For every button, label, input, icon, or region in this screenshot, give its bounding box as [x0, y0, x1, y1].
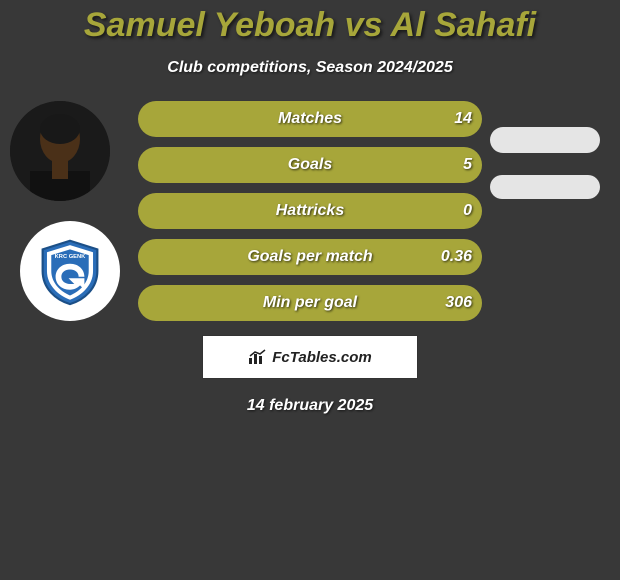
- logo-prefix: Fc: [272, 349, 290, 366]
- stat-label: Goals: [138, 147, 482, 183]
- stat-row-matches: Matches 14: [138, 101, 482, 137]
- player2-pill-1: [490, 127, 600, 153]
- stat-row-min-per-goal: Min per goal 306: [138, 285, 482, 321]
- stat-value-left: 5: [463, 147, 472, 183]
- stat-row-hattricks: Hattricks 0: [138, 193, 482, 229]
- subtitle: Club competitions, Season 2024/2025: [0, 59, 620, 77]
- comparison-area: KRC GENK Matches 14 Goals 5 Hattricks 0 …: [0, 101, 620, 321]
- stat-value-left: 306: [445, 285, 472, 321]
- logo-suffix: Tables.com: [290, 349, 372, 366]
- stat-label: Hattricks: [138, 193, 482, 229]
- club-badge: KRC GENK: [20, 221, 120, 321]
- stat-value-left: 0: [463, 193, 472, 229]
- stat-value-left: 14: [454, 101, 472, 137]
- svg-text:KRC GENK: KRC GENK: [55, 254, 87, 260]
- player1-avatar: [10, 101, 110, 201]
- stat-label: Min per goal: [138, 285, 482, 321]
- stat-row-goals-per-match: Goals per match 0.36: [138, 239, 482, 275]
- stat-value-left: 0.36: [441, 239, 472, 275]
- stat-bars: Matches 14 Goals 5 Hattricks 0 Goals per…: [138, 101, 482, 321]
- page-title: Samuel Yeboah vs Al Sahafi: [0, 0, 620, 45]
- player2-pill-2: [490, 175, 600, 199]
- fctables-logo: FcTables.com: [202, 335, 418, 379]
- chart-icon: [248, 349, 268, 365]
- date-text: 14 february 2025: [0, 397, 620, 415]
- stat-label: Goals per match: [138, 239, 482, 275]
- stat-label: Matches: [138, 101, 482, 137]
- stat-row-goals: Goals 5: [138, 147, 482, 183]
